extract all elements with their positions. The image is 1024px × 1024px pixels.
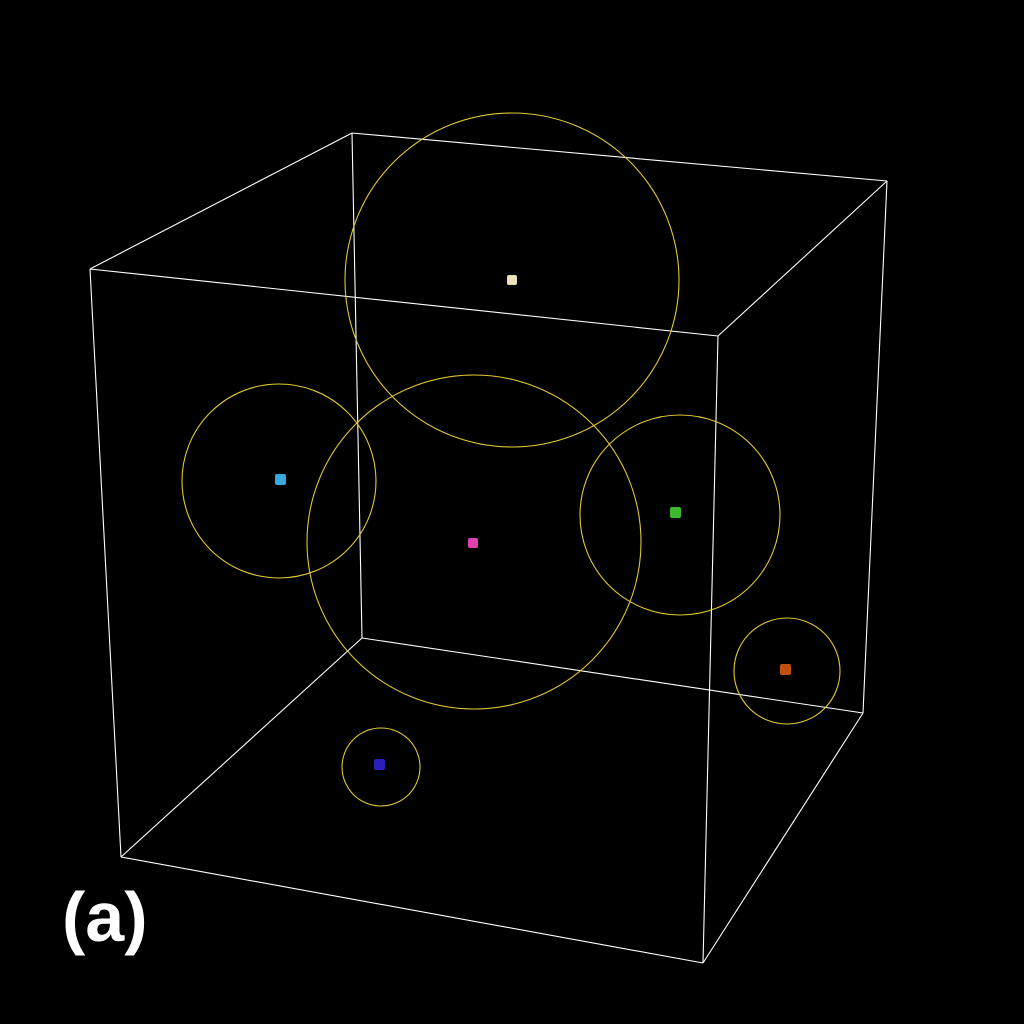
box-edge-front-top — [89, 268, 719, 337]
box-edge-back-bottom — [361, 637, 864, 714]
sphere-outline-bottom — [341, 727, 421, 807]
sphere-outline-lower-right — [733, 617, 841, 725]
box-edge-back-right — [862, 180, 888, 714]
box-edge-front-bottom — [120, 856, 704, 964]
orange-particle-marker — [780, 664, 791, 675]
wireframe-box — [89, 132, 888, 964]
sphere-outline-left — [181, 383, 377, 579]
box-edge-bottom-right — [702, 712, 864, 964]
magenta-particle-marker — [468, 538, 478, 548]
box-edge-back-top — [351, 132, 888, 182]
box-edge-top-right — [717, 180, 888, 337]
box-edge-bottom-left — [120, 637, 363, 858]
sphere-outline-top — [344, 112, 680, 448]
sphere-outlines — [181, 112, 841, 807]
sphere-outline-right — [579, 414, 781, 616]
cyan-particle-marker — [275, 474, 286, 485]
box-edge-front-left — [89, 268, 122, 858]
box-edge-top-left — [89, 132, 353, 270]
box-edge-front-right — [702, 335, 719, 964]
blue-particle-marker — [374, 759, 385, 770]
sphere-outline-center — [306, 374, 642, 710]
particles — [275, 275, 791, 770]
panel-label: (a) — [62, 878, 148, 956]
cream-particle-marker — [507, 275, 517, 285]
box-edge-back-left — [351, 132, 363, 639]
green-particle-marker — [670, 507, 681, 518]
